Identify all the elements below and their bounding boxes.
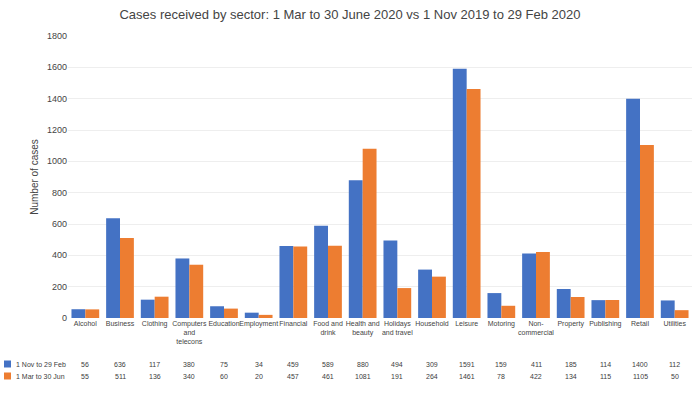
svg-text:Non-commercial: Non-commercial <box>518 320 554 336</box>
svg-text:511: 511 <box>115 373 126 380</box>
svg-text:34: 34 <box>255 361 263 368</box>
svg-text:78: 78 <box>497 373 505 380</box>
svg-text:Health andbeauty: Health andbeauty <box>346 320 380 337</box>
svg-text:400: 400 <box>52 250 67 260</box>
svg-text:422: 422 <box>530 373 542 380</box>
svg-text:56: 56 <box>81 361 89 368</box>
svg-text:1200: 1200 <box>47 125 67 135</box>
svg-text:Motoring: Motoring <box>488 320 515 328</box>
svg-text:380: 380 <box>183 361 195 368</box>
svg-text:75: 75 <box>220 361 228 368</box>
svg-text:264: 264 <box>426 373 438 380</box>
svg-text:1000: 1000 <box>47 156 67 166</box>
svg-text:60: 60 <box>220 373 228 380</box>
svg-text:Cases received by sector: 1 Ma: Cases received by sector: 1 Mar to 30 Ju… <box>119 7 580 22</box>
svg-text:1461: 1461 <box>459 373 475 380</box>
svg-text:457: 457 <box>287 373 299 380</box>
svg-text:Leisure: Leisure <box>455 320 478 327</box>
svg-text:309: 309 <box>426 361 438 368</box>
svg-text:1400: 1400 <box>47 94 67 104</box>
svg-text:114: 114 <box>600 361 611 368</box>
svg-text:117: 117 <box>149 361 160 368</box>
svg-text:Clothing: Clothing <box>142 320 168 328</box>
svg-text:191: 191 <box>391 373 403 380</box>
svg-text:1800: 1800 <box>47 31 67 41</box>
svg-text:1591: 1591 <box>459 361 475 368</box>
svg-text:185: 185 <box>565 361 577 368</box>
svg-text:Property: Property <box>557 320 584 328</box>
svg-text:494: 494 <box>391 361 403 368</box>
svg-text:880: 880 <box>357 361 369 368</box>
svg-text:Education: Education <box>208 320 239 327</box>
svg-text:459: 459 <box>287 361 299 368</box>
svg-text:Alcohol: Alcohol <box>74 320 97 327</box>
svg-text:340: 340 <box>183 373 195 380</box>
svg-text:159: 159 <box>495 361 507 368</box>
svg-text:600: 600 <box>52 219 67 229</box>
svg-text:20: 20 <box>255 373 263 380</box>
svg-text:1400: 1400 <box>632 361 648 368</box>
svg-text:Business: Business <box>106 320 135 327</box>
svg-text:115: 115 <box>600 373 611 380</box>
svg-text:Retail: Retail <box>631 320 649 327</box>
svg-text:1105: 1105 <box>633 373 648 380</box>
svg-text:55: 55 <box>81 373 89 380</box>
svg-text:Holidaysand travel: Holidaysand travel <box>382 320 413 336</box>
svg-text:800: 800 <box>52 188 67 198</box>
svg-text:1600: 1600 <box>47 62 67 72</box>
svg-text:Financial: Financial <box>279 320 307 327</box>
svg-text:136: 136 <box>149 373 161 380</box>
svg-text:200: 200 <box>52 282 67 292</box>
svg-text:Utilities: Utilities <box>663 320 686 327</box>
svg-text:0: 0 <box>62 313 67 323</box>
svg-text:Food anddrink: Food anddrink <box>313 320 343 336</box>
svg-text:134: 134 <box>565 373 577 380</box>
svg-text:Employment: Employment <box>239 320 278 328</box>
svg-text:1081: 1081 <box>355 373 371 380</box>
svg-text:411: 411 <box>531 361 542 368</box>
svg-text:1 Mar to 30 Jun: 1 Mar to 30 Jun <box>16 373 65 380</box>
svg-text:589: 589 <box>322 361 334 368</box>
svg-text:636: 636 <box>114 361 126 368</box>
svg-text:Publishing: Publishing <box>589 320 621 328</box>
svg-text:461: 461 <box>322 373 334 380</box>
svg-text:112: 112 <box>669 361 680 368</box>
svg-text:Number of cases: Number of cases <box>29 139 40 215</box>
svg-text:Computersandtelecons: Computersandtelecons <box>172 320 207 345</box>
svg-text:50: 50 <box>671 373 679 380</box>
svg-text:1 Nov to 29 Feb: 1 Nov to 29 Feb <box>16 361 66 368</box>
svg-text:Household: Household <box>415 320 449 327</box>
